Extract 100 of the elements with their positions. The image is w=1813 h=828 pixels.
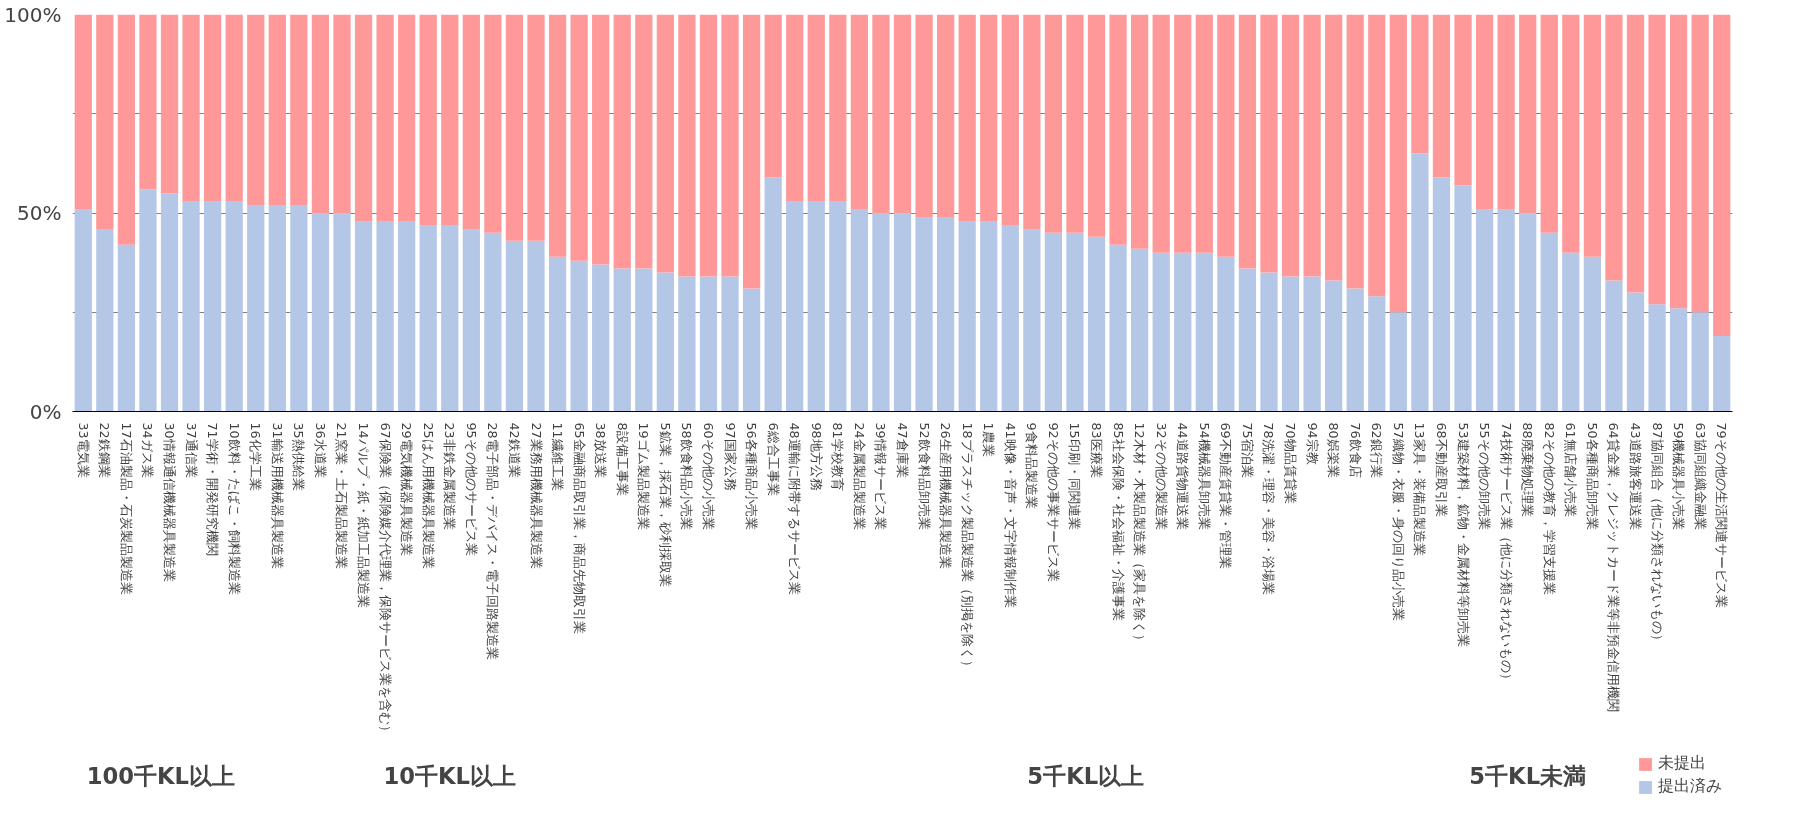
bar xyxy=(1303,14,1321,277)
bar xyxy=(268,14,286,206)
x-tick-label: 97国家公務 xyxy=(722,422,738,491)
x-tick-label: 85社会保険・社会福祉・介護事業 xyxy=(1110,422,1126,621)
bar xyxy=(1303,276,1321,412)
x-tick-label: 54機械器具卸売業 xyxy=(1196,422,1212,530)
x-tick-label: 70物品賃貸業 xyxy=(1283,422,1299,504)
bar xyxy=(721,276,739,412)
bar xyxy=(354,220,373,412)
x-tick-label: 95その他のサービス業 xyxy=(463,422,479,556)
x-tick-label: 88廃棄物処理業 xyxy=(1520,422,1536,517)
x-tick-label: 33電気業 xyxy=(75,422,91,478)
bar xyxy=(1174,252,1192,412)
x-tick-label: 6総合工事業 xyxy=(765,422,781,496)
text: 100千KL以上 xyxy=(86,762,236,789)
bar xyxy=(225,201,243,412)
bar xyxy=(829,201,847,412)
bar xyxy=(96,228,114,412)
bar xyxy=(376,14,394,221)
x-tick-label: 34ガス業 xyxy=(140,422,156,478)
bar xyxy=(376,220,394,412)
bar xyxy=(1066,232,1084,412)
x-tick-label: 53建築材料，鉱物・金属材料等卸売業 xyxy=(1455,422,1471,647)
x-tick-label: 47倉庫業 xyxy=(895,422,910,478)
bar xyxy=(290,14,308,206)
bar xyxy=(182,14,200,202)
bar xyxy=(786,14,804,202)
bar xyxy=(1540,232,1558,412)
x-tick-label: 23非鉄金属製造業 xyxy=(442,422,458,530)
x-tick-label: 35熱供給業 xyxy=(291,422,307,491)
bar xyxy=(1001,14,1019,225)
bar xyxy=(872,213,890,412)
x-tick-label: 87協同組合（他に分類されないもの） xyxy=(1649,422,1665,647)
bar xyxy=(980,14,998,221)
x-tick-label: 17石油製品・石炭製品製造業 xyxy=(118,422,134,595)
bar xyxy=(247,14,265,206)
bar xyxy=(527,240,545,412)
bar xyxy=(613,14,631,269)
x-tick-label: 15印刷・同関連業 xyxy=(1067,422,1083,530)
bar xyxy=(548,14,567,257)
bar xyxy=(419,224,437,412)
bar xyxy=(96,14,114,229)
x-tick-label: 44道路貨物運送業 xyxy=(1175,422,1191,530)
bar xyxy=(742,14,761,289)
bar xyxy=(505,14,524,241)
bar xyxy=(1238,268,1257,412)
x-tick-label: 50各種商品卸売業 xyxy=(1584,422,1600,530)
bar xyxy=(1562,14,1580,253)
bar xyxy=(656,14,674,273)
bar xyxy=(1346,14,1364,289)
x-tick-label: 11繊維工業 xyxy=(550,422,566,491)
bar xyxy=(915,216,933,412)
bar xyxy=(786,201,804,412)
bar xyxy=(182,201,200,412)
bar xyxy=(570,14,588,261)
bar xyxy=(807,201,825,412)
bar xyxy=(699,276,718,412)
bar xyxy=(1346,288,1364,412)
x-tick-label: 83医療業 xyxy=(1089,422,1105,478)
bar xyxy=(1281,14,1300,277)
bar xyxy=(936,216,955,412)
x-tick-label: 52飲食料品卸売業 xyxy=(916,422,932,530)
x-tick-label: 36水道業 xyxy=(312,422,328,478)
bar xyxy=(656,272,674,412)
bar xyxy=(1260,14,1278,273)
x-tick-label: 38放送業 xyxy=(593,422,609,478)
x-tick-label: 1農業 xyxy=(981,422,997,457)
x-tick-label: 5鉱業，採石業，砂利採取業 xyxy=(657,422,673,587)
bar xyxy=(1087,236,1106,412)
x-tick-label: 67保険業（保険媒介代理業，保険サービス業を含む） xyxy=(377,422,393,738)
bar xyxy=(1648,304,1666,412)
bar xyxy=(311,213,330,412)
bar xyxy=(1669,308,1688,412)
bar xyxy=(699,14,718,277)
x-tick-label: 32その他の製造業 xyxy=(1153,422,1169,530)
bar xyxy=(1626,292,1645,412)
x-tick-label: 82その他の教育，学習支援業 xyxy=(1541,422,1557,595)
bar xyxy=(398,220,416,412)
bar xyxy=(958,14,976,221)
bar xyxy=(1475,209,1494,412)
bar xyxy=(915,14,933,217)
y-tick-label: 100% xyxy=(4,2,62,27)
bar xyxy=(1605,280,1623,412)
x-tick-label: 43道路旅客運送業 xyxy=(1627,422,1643,530)
bar xyxy=(1195,252,1213,412)
bar xyxy=(1713,14,1731,337)
legend-label: 未提出 xyxy=(1658,753,1706,774)
bar xyxy=(1411,14,1429,154)
bar xyxy=(1691,14,1709,313)
bar xyxy=(1152,14,1170,253)
x-tick-label: 98地方公務 xyxy=(808,422,824,491)
bar xyxy=(1519,213,1537,412)
bar xyxy=(1044,232,1063,412)
bar xyxy=(850,14,869,210)
bar xyxy=(117,14,136,245)
bar xyxy=(872,14,890,213)
x-tick-label: 18プラスチック製品製造業（別掲を除く） xyxy=(959,422,975,673)
bar xyxy=(462,228,480,412)
bar xyxy=(1023,14,1041,229)
bar xyxy=(484,232,502,412)
